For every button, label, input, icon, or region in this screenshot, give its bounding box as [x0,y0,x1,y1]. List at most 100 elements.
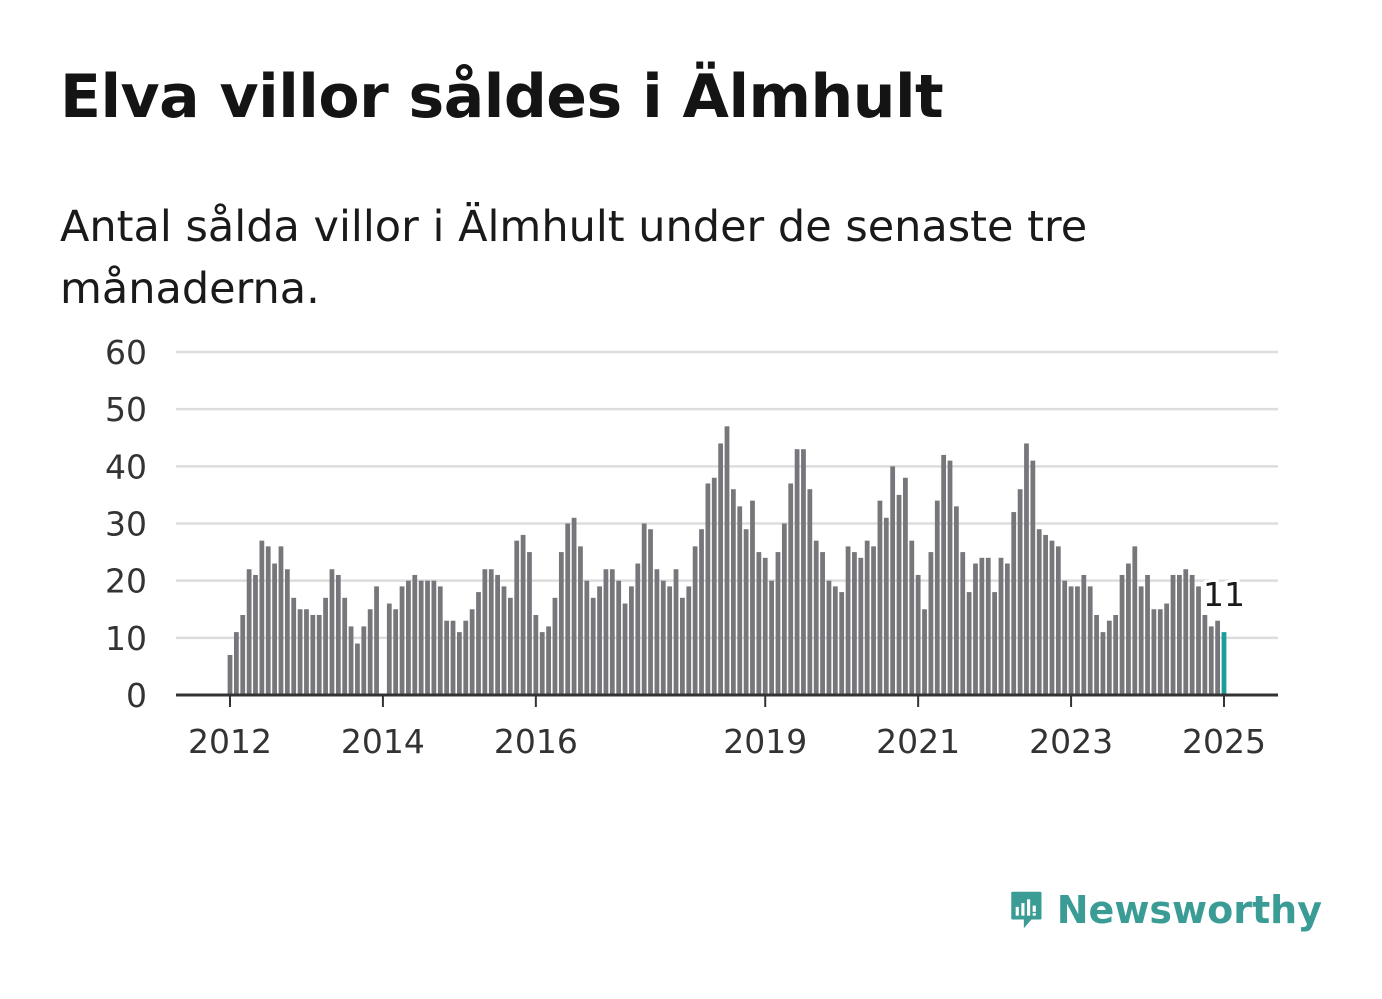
bar [507,597,513,695]
bar [1113,614,1119,695]
bar [1030,460,1036,695]
bar [565,523,571,695]
bar [686,586,692,695]
bar [253,574,258,695]
value-label: 11 [1203,575,1245,614]
bar [488,569,494,695]
bar [335,574,341,695]
bar [934,500,940,695]
bar [539,632,545,695]
bar [456,632,462,695]
bar [284,569,290,695]
bar [240,614,246,695]
bar [794,449,800,695]
bar [966,592,972,695]
bar [1151,609,1157,695]
bar [705,483,711,695]
bar [297,609,303,695]
y-tick-label: 30 [105,505,147,544]
bar [323,597,328,695]
y-tick-label: 60 [105,333,147,372]
bar [864,540,870,695]
bar [1170,574,1176,695]
bar [909,540,915,695]
bar [781,523,787,695]
bar [233,632,239,695]
bar [1164,603,1170,695]
bar [533,614,539,695]
y-tick-label: 20 [105,562,147,601]
bar [756,552,762,695]
bar [1068,586,1074,695]
bar [527,552,532,695]
bar [883,517,889,695]
bar [259,540,265,695]
y-tick-label: 50 [105,390,147,429]
bar [896,494,902,695]
x-tick-label: 2019 [723,722,807,761]
bar [1004,563,1010,695]
bar [1189,574,1195,695]
x-tick-label: 2021 [876,722,960,761]
bar [660,580,666,695]
bar [711,477,717,695]
bar [667,586,673,695]
bar [1062,580,1068,695]
bar [979,557,985,695]
bar [775,552,781,695]
bar [590,597,596,695]
bar [699,529,704,695]
bar [386,603,392,695]
bar [227,654,233,695]
bar [278,546,284,695]
bar [1075,586,1080,695]
bar [813,540,819,695]
bar [412,574,418,695]
bar [730,489,736,695]
bar-highlight [1221,632,1227,695]
bar [845,546,851,695]
bar [1202,614,1208,695]
bar [998,557,1004,695]
bar [762,557,768,695]
bar [654,569,660,695]
bar [1183,569,1189,695]
bar [648,529,653,695]
bar [578,546,583,695]
y-tick-label: 0 [126,676,147,715]
bar [1126,563,1131,695]
bar [1024,443,1029,695]
bar [1043,534,1048,695]
bar [552,597,558,695]
bar [603,569,609,695]
bar [832,586,838,695]
bar [558,552,564,695]
bar [597,586,602,695]
bar [629,586,634,695]
bar [495,574,501,695]
bar [304,609,309,695]
bar [265,546,271,695]
bar [425,580,430,695]
bar [501,586,507,695]
x-tick-label: 2016 [494,722,578,761]
bar [903,477,908,695]
chart-title: Elva villor såldes i Älmhult [60,62,944,132]
x-tick-label: 2012 [188,722,272,761]
bar [718,443,724,695]
bar [329,569,335,695]
bar [973,563,978,695]
bar [635,563,641,695]
bar [915,574,921,695]
bar [310,614,316,695]
bar [616,580,622,695]
newsworthy-logo-icon [1011,891,1042,929]
bar [985,557,991,695]
bar [788,483,794,695]
bar [1036,529,1042,695]
bar [877,500,883,695]
bar [960,552,966,695]
y-tick-label: 40 [105,447,147,486]
bar [348,626,354,695]
